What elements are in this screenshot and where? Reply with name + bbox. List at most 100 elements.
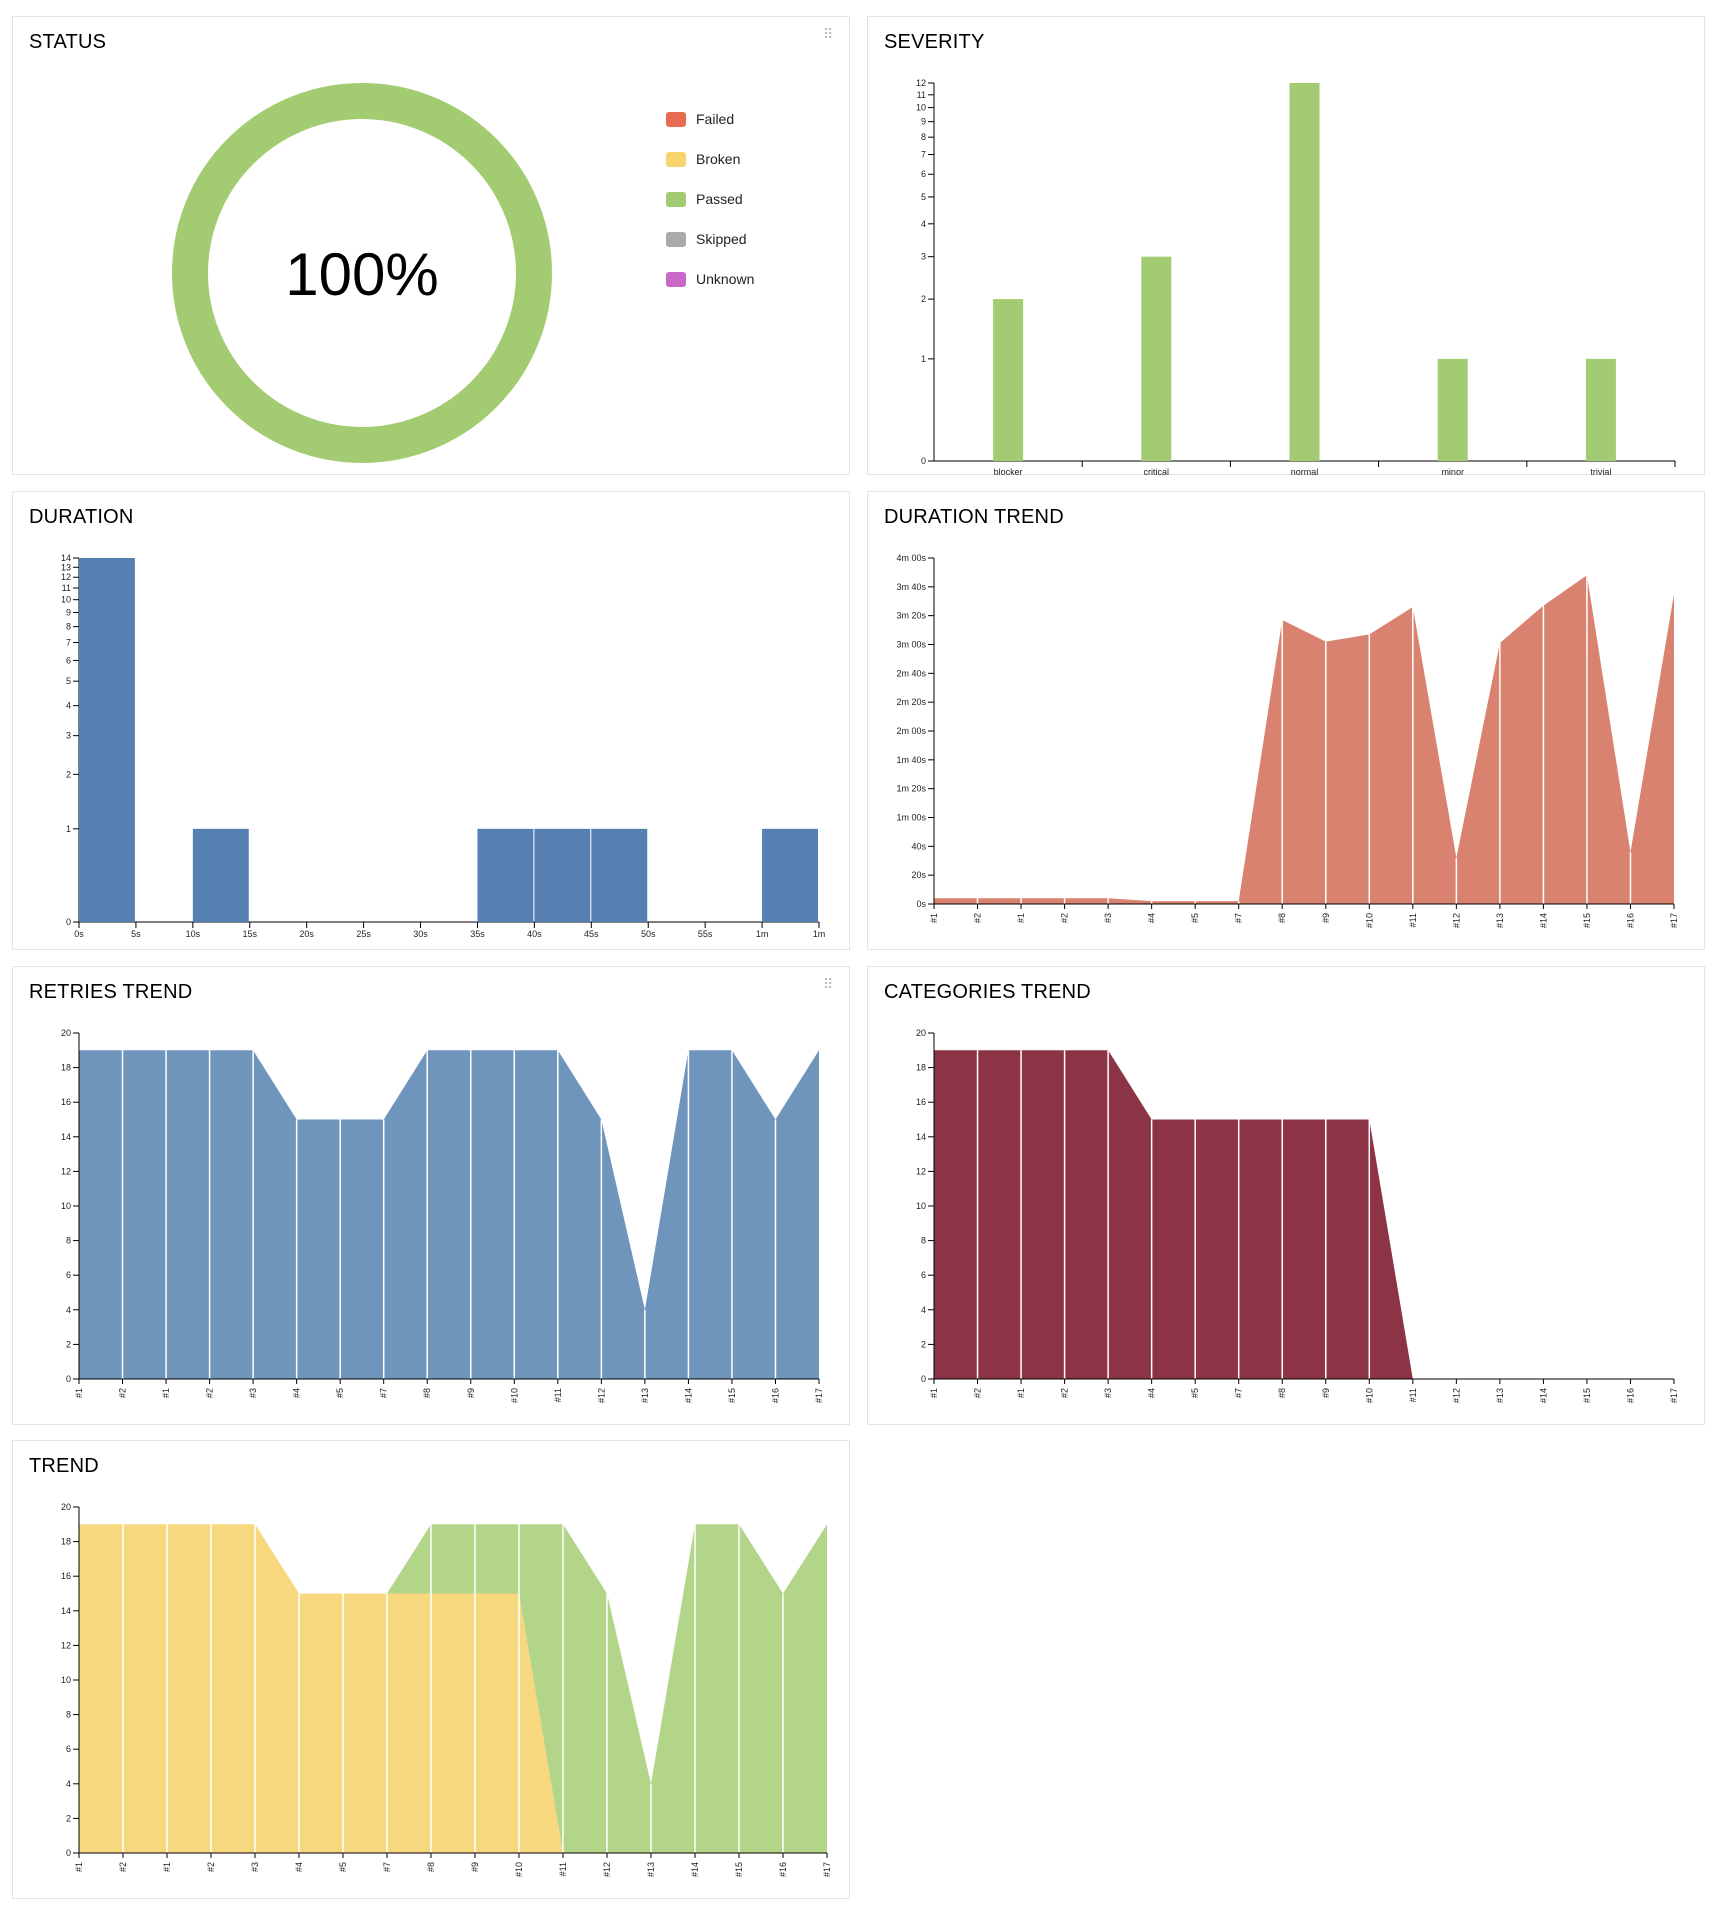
x-tick-label: #4	[294, 1862, 304, 1872]
y-tick-label: 10	[61, 595, 71, 605]
legend-swatch	[666, 271, 686, 287]
x-tick-label: #5	[335, 1388, 345, 1398]
x-tick-label: #1	[929, 1388, 939, 1398]
x-tick-label: #9	[1321, 913, 1331, 923]
y-tick-label: 1	[921, 354, 926, 364]
x-tick-label: #3	[248, 1388, 258, 1398]
y-tick-label: 1m 20s	[896, 784, 926, 794]
x-tick-label: normal	[1291, 467, 1319, 477]
area-series-retries	[79, 1050, 819, 1379]
legend-item-unknown[interactable]: Unknown	[666, 271, 754, 287]
legend-label: Failed	[696, 111, 735, 127]
status-center-label: 100%	[285, 241, 438, 308]
legend-item-skipped[interactable]: Skipped	[666, 231, 747, 247]
y-tick-label: 3	[66, 731, 71, 741]
x-tick-label: 50s	[641, 929, 656, 939]
y-tick-label: 6	[921, 169, 926, 179]
legend-item-broken[interactable]: Broken	[666, 151, 740, 167]
y-tick-label: 10	[916, 1201, 926, 1211]
x-tick-label: 20s	[299, 929, 314, 939]
x-tick-label: #11	[1408, 913, 1418, 927]
y-tick-label: 5	[66, 676, 71, 686]
x-tick-label: #10	[509, 1388, 519, 1403]
x-tick-label: 25s	[356, 929, 371, 939]
y-tick-label: 14	[61, 553, 71, 563]
categories-trend-chart: 0 2 4 6 8 10 12 14 16 18 20 #1 #2 #1 #2 #3 #4 #5 #7 #8 #9 #10…	[916, 1028, 1679, 1403]
y-tick-label: 8	[921, 1236, 926, 1246]
legend-label: Broken	[696, 151, 741, 167]
y-tick-label: 4m 00s	[896, 553, 926, 563]
x-tick-label: #16	[770, 1388, 780, 1403]
severity-bar-trivial	[1585, 358, 1616, 461]
x-tick-label: #16	[778, 1862, 788, 1877]
drag-handle-icon[interactable]: ⠿	[823, 976, 835, 992]
x-tick-label: #16	[1625, 913, 1635, 928]
x-tick-label: #2	[118, 1862, 128, 1872]
y-tick-label: 2m 40s	[896, 668, 926, 678]
y-tick-label: 1	[66, 824, 71, 834]
y-tick-label: 12	[61, 572, 71, 582]
x-tick-label: #7	[1234, 1388, 1244, 1398]
x-tick-label: #11	[553, 1388, 563, 1402]
y-tick-label: 6	[66, 655, 71, 665]
legend-item-failed[interactable]: Failed	[666, 111, 734, 127]
x-tick-label: #13	[640, 1388, 650, 1403]
y-tick-label: 11	[62, 583, 71, 593]
x-tick-label: 1m	[756, 929, 769, 939]
y-tick-label: 2	[66, 1813, 71, 1823]
duration-trend-title: DURATION TREND	[884, 506, 1064, 528]
y-tick-label: 7	[66, 637, 71, 647]
duration-trend-widget: DURATION TREND 0s 20s 40s 1m 00s 1m 20s 1m 40…	[867, 491, 1705, 950]
drag-handle-icon[interactable]: ⠿	[823, 26, 835, 42]
legend-label: Unknown	[696, 271, 755, 287]
severity-bar-blocker	[993, 299, 1024, 461]
y-tick-label: 2m 20s	[896, 697, 926, 707]
x-tick-label: blocker	[994, 467, 1023, 477]
status-chart: 100%	[172, 83, 552, 463]
area-series-passed	[79, 1524, 827, 1853]
y-tick-label: 1m 00s	[896, 813, 926, 823]
y-tick-label: 18	[61, 1063, 71, 1073]
y-tick-label: 8	[66, 622, 71, 632]
y-tick-label: 12	[61, 1166, 71, 1176]
y-tick-label: 7	[921, 150, 926, 160]
y-tick-label: 0	[921, 456, 926, 466]
y-tick-label: 13	[61, 562, 71, 572]
y-tick-label: 4	[921, 219, 926, 229]
x-tick-label: #15	[1582, 913, 1592, 928]
legend-swatch	[666, 191, 686, 207]
x-tick-label: #10	[514, 1862, 524, 1877]
x-tick-label: #3	[1103, 913, 1113, 923]
x-tick-label: 5s	[131, 929, 141, 939]
y-tick-label: 12	[916, 1166, 926, 1176]
x-tick-label: #9	[470, 1862, 480, 1872]
y-tick-label: 16	[61, 1571, 71, 1581]
y-tick-label: 4	[66, 1779, 71, 1789]
x-tick-label: 35s	[470, 929, 485, 939]
x-tick-label: #15	[727, 1388, 737, 1403]
severity-title: SEVERITY	[884, 31, 985, 53]
legend-swatch	[666, 231, 686, 247]
y-tick-label: 4	[921, 1305, 926, 1315]
x-tick-label: #9	[1321, 1388, 1331, 1398]
status-title: STATUS	[29, 31, 107, 53]
legend-swatch	[666, 111, 686, 127]
area-series-categories	[934, 1050, 1674, 1379]
duration-bar	[192, 828, 249, 922]
y-tick-label: 0s	[916, 899, 926, 909]
categories-trend-widget: CATEGORIES TREND 0 2 4 6 8 10 12 14 16 18 20 #1 #2 #1…	[867, 966, 1705, 1425]
y-tick-label: 4	[66, 701, 71, 711]
retries-trend-widget: RETRIES TREND ⠿ 0 2 4 6 8 10 12 14 16 18 20 #1 #2 #1 #…	[12, 966, 850, 1425]
y-tick-label: 16	[916, 1097, 926, 1107]
severity-bar-normal	[1289, 83, 1320, 461]
legend-item-passed[interactable]: Passed	[666, 191, 743, 207]
duration-title: DURATION	[29, 506, 134, 528]
x-tick-label: critical	[1144, 467, 1170, 477]
area-series-broken	[79, 1524, 827, 1853]
y-tick-label: 14	[916, 1132, 926, 1142]
x-tick-label: #12	[602, 1862, 612, 1877]
x-tick-label: #2	[973, 1388, 983, 1398]
y-tick-label: 20s	[911, 870, 926, 880]
